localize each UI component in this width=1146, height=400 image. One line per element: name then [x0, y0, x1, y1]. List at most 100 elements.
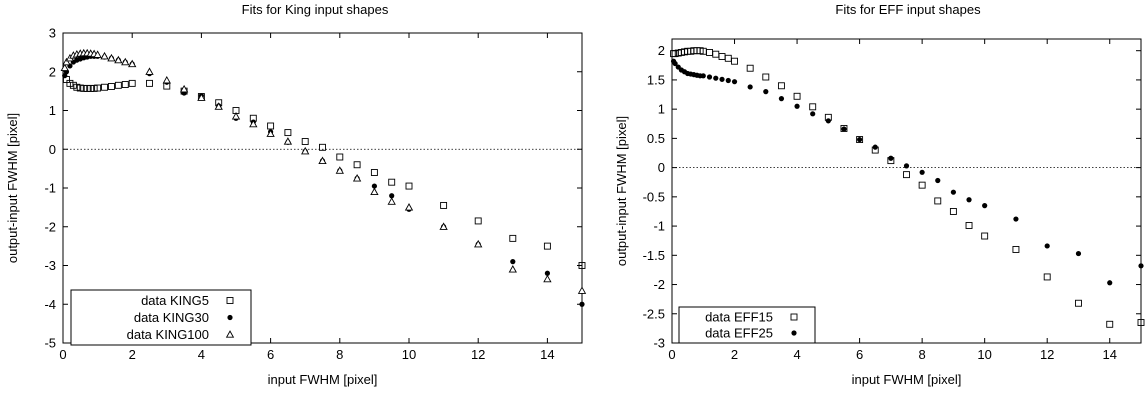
data-point: [107, 83, 115, 90]
data-point: [474, 239, 483, 248]
data-point: [543, 274, 552, 283]
data-point: [966, 197, 972, 203]
y-tick-label: -0.5: [643, 189, 665, 204]
data-point: [439, 222, 448, 230]
data-point: [197, 93, 206, 101]
data-point: [719, 76, 725, 82]
y-axis-label: output-input FWHM [pixel]: [614, 116, 629, 266]
y-axis-label: output-input FWHM [pixel]: [5, 113, 20, 263]
data-point: [1013, 216, 1019, 222]
chart-title: Fits for EFF input shapes: [835, 2, 981, 17]
data-point: [1075, 250, 1082, 257]
legend-entry-label: data KING5: [141, 293, 209, 308]
data-point: [101, 83, 108, 91]
y-tick-label: -1: [44, 181, 56, 196]
legend-entry-label: data EFF15: [705, 310, 773, 325]
x-tick-label: 6: [856, 347, 863, 362]
data-point: [80, 84, 88, 92]
data-point: [66, 79, 74, 87]
data-point: [579, 301, 585, 307]
legend-marker: [790, 313, 798, 321]
legend-marker: [225, 330, 235, 338]
data-point: [777, 82, 785, 90]
data-point: [950, 189, 957, 195]
data-point: [114, 55, 123, 64]
y-tick-label: -3: [44, 258, 56, 273]
data-point: [888, 155, 894, 161]
data-point: [919, 169, 925, 175]
data-point: [335, 166, 344, 174]
data-point: [935, 177, 941, 184]
data-point: [73, 83, 81, 91]
data-point: [100, 51, 109, 60]
data-point: [856, 136, 864, 144]
data-point: [69, 81, 77, 89]
data-point: [121, 81, 129, 88]
data-point: [179, 84, 189, 93]
data-point: [128, 79, 136, 87]
x-tick-label: 2: [731, 347, 738, 362]
data-point: [214, 102, 223, 110]
data-point: [370, 169, 378, 176]
data-point: [1106, 320, 1114, 328]
legend-marker: [791, 330, 797, 336]
y-tick-label: -1.5: [643, 248, 665, 263]
data-point: [146, 79, 153, 87]
data-point: [474, 217, 482, 225]
x-tick-label: 14: [540, 347, 554, 362]
data-point: [319, 143, 326, 151]
y-tick-label: 1: [49, 103, 56, 118]
data-point: [903, 163, 910, 169]
data-point: [672, 60, 678, 67]
y-tick-label: -1: [653, 219, 665, 234]
series-data-king100: [60, 48, 587, 294]
y-tick-label: 0: [658, 160, 665, 175]
data-point: [107, 53, 116, 62]
data-point: [1044, 243, 1050, 249]
data-point: [1107, 280, 1113, 286]
data-point: [724, 54, 732, 62]
y-tick-label: 2: [49, 64, 56, 79]
chart-title: Fits for King input shapes: [242, 2, 389, 17]
series-data-eff25: [670, 58, 1144, 286]
data-point: [301, 146, 310, 155]
legend-entry-label: data EFF25: [705, 326, 773, 341]
y-tick-label: 1.5: [647, 72, 665, 87]
data-point: [949, 208, 957, 215]
data-point: [162, 75, 171, 84]
data-point: [509, 234, 517, 242]
data-point: [83, 84, 91, 92]
data-point: [809, 103, 817, 111]
y-tick-label: -2: [653, 277, 665, 292]
data-point: [353, 161, 361, 169]
data-point: [762, 73, 770, 81]
data-point: [1012, 246, 1020, 253]
y-tick-label: 0: [49, 142, 56, 157]
x-tick-label: 0: [59, 347, 66, 362]
data-point: [387, 197, 396, 205]
legend-marker: [226, 297, 234, 304]
data-point: [981, 232, 989, 240]
data-point: [114, 81, 122, 89]
data-point: [706, 48, 713, 56]
data-point: [62, 73, 68, 79]
y-tick-label: 1: [658, 102, 665, 117]
data-point: [370, 187, 379, 196]
y-tick-label: -2: [44, 219, 56, 234]
data-point: [1043, 273, 1051, 281]
data-point: [283, 137, 293, 145]
data-point: [87, 84, 95, 92]
data-point: [145, 67, 154, 75]
x-tick-label: 0: [668, 347, 675, 362]
legend-entry-label: data KING100: [127, 327, 209, 342]
data-point: [706, 74, 713, 80]
data-point: [747, 84, 753, 90]
data-point: [121, 57, 130, 66]
data-point: [1137, 319, 1145, 326]
data-point: [301, 138, 309, 145]
y-tick-label: 0.5: [647, 131, 665, 146]
data-point: [1138, 263, 1144, 269]
y-tick-label: -5: [44, 336, 56, 351]
